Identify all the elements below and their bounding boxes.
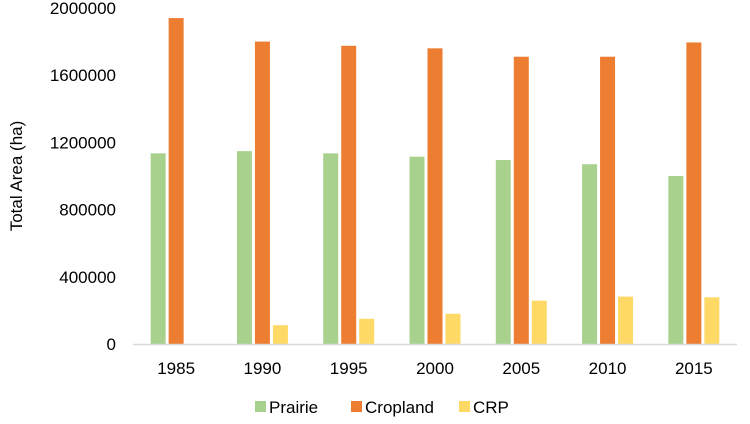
x-tick-label: 1990 (244, 359, 282, 378)
bar-prairie-2005 (495, 160, 511, 344)
legend-label-crp: CRP (473, 398, 509, 417)
legend-item-prairie: Prairie (255, 398, 318, 417)
bar-cropland-2000 (427, 48, 443, 344)
y-axis-label: Total Area (ha) (7, 121, 26, 232)
bar-cropland-2015 (686, 42, 702, 344)
bar-cropland-2005 (513, 56, 529, 344)
x-tick-label: 1985 (157, 359, 195, 378)
bar-prairie-2010 (582, 164, 598, 344)
y-tick-label: 2000000 (50, 0, 116, 18)
x-tick-label: 2005 (502, 359, 540, 378)
x-axis-ticks: 1985 1990 1995 2000 2005 2010 2015 (157, 359, 713, 378)
bar-crp-2005 (531, 300, 547, 344)
legend-label-cropland: Cropland (365, 398, 434, 417)
legend-swatch-cropland (351, 401, 362, 412)
legend-swatch-crp (459, 401, 470, 412)
bar-crp-1995 (359, 318, 375, 344)
x-tick-label: 2000 (416, 359, 454, 378)
legend-swatch-prairie (255, 401, 266, 412)
bar-cropland-1995 (341, 45, 357, 345)
legend-item-crp: CRP (459, 398, 509, 417)
y-tick-label: 1200000 (50, 133, 116, 152)
y-tick-label: 1600000 (50, 66, 116, 85)
bar-prairie-1985 (150, 153, 166, 344)
legend-item-cropland: Cropland (351, 398, 434, 417)
bar-crp-2015 (704, 297, 720, 344)
y-axis-ticks: 0 400000 800000 1200000 1600000 2000000 (50, 0, 116, 354)
bar-cropland-1985 (168, 18, 184, 345)
bar-prairie-2000 (409, 156, 425, 344)
y-tick-label: 400000 (59, 268, 116, 287)
x-tick-label: 1995 (330, 359, 368, 378)
bar-prairie-1990 (236, 151, 252, 344)
legend: Prairie Cropland CRP (255, 398, 509, 417)
x-tick-label: 2015 (675, 359, 713, 378)
bar-cropland-1990 (254, 41, 270, 344)
bar-crp-2010 (618, 296, 634, 344)
legend-label-prairie: Prairie (269, 398, 318, 417)
x-tick-label: 2010 (589, 359, 627, 378)
bar-cropland-2010 (600, 56, 616, 344)
bar-prairie-1995 (323, 153, 339, 344)
bar-prairie-2015 (668, 176, 684, 344)
bars (150, 18, 720, 345)
y-tick-label: 0 (107, 335, 116, 354)
bar-crp-1990 (272, 325, 288, 344)
bar-crp-2000 (445, 313, 461, 344)
y-tick-label: 800000 (59, 201, 116, 220)
